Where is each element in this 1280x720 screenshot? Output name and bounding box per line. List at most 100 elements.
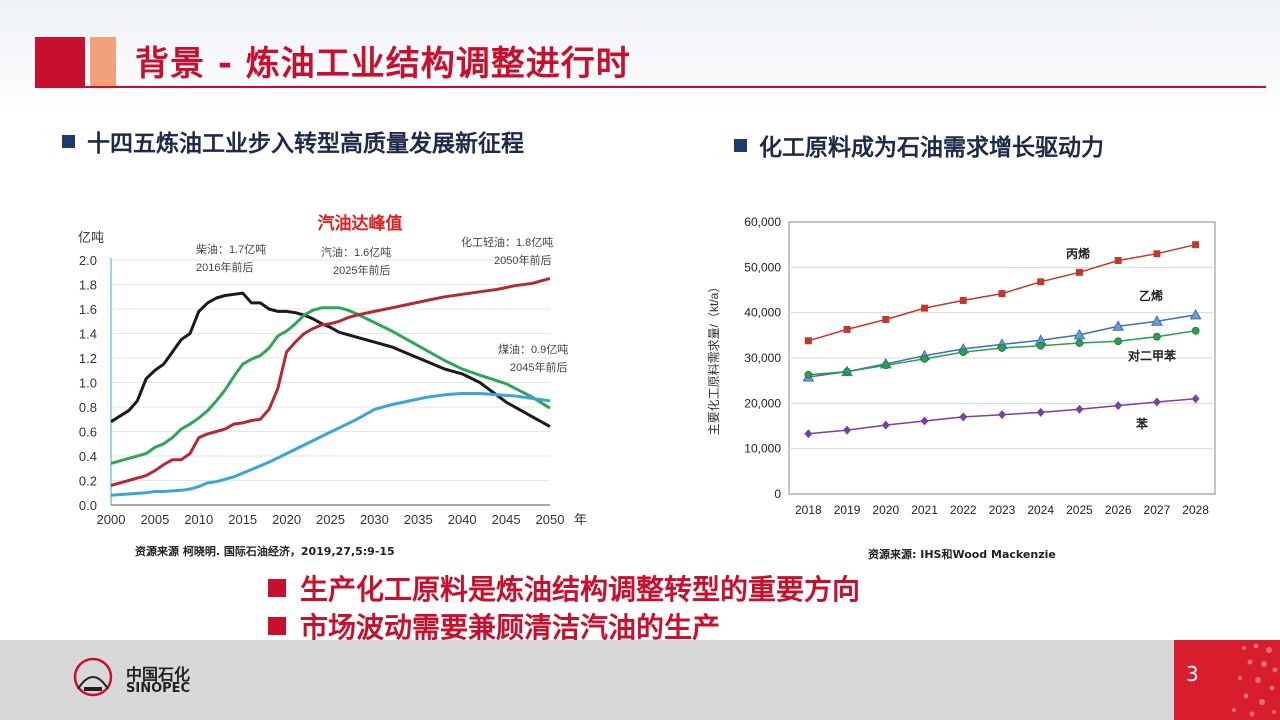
square-bullet-icon	[62, 135, 75, 148]
red-square-bullet-icon	[268, 617, 286, 635]
data-point-diamond	[881, 420, 890, 430]
data-point-circle	[1036, 341, 1045, 350]
data-point-circle	[843, 367, 851, 376]
data-point-diamond	[998, 410, 1006, 420]
y-tick-label: 1.0	[79, 376, 97, 391]
series-label-propylene: 丙烯	[1066, 246, 1090, 261]
gasoline-annotation-line1: 汽油：1.6亿吨	[321, 245, 391, 259]
sinopec-logo-icon	[73, 657, 113, 697]
y-axis-label: 主要化工原料需求量/（kt/a）	[707, 281, 721, 436]
logo-chinese-name: 中国石化	[126, 665, 191, 684]
x-axis-unit-label: 年	[574, 512, 587, 527]
data-point-circle	[1191, 326, 1200, 335]
data-point-circle	[920, 355, 929, 363]
y-tick-label: 0.4	[79, 449, 97, 464]
diesel-annotation-line1: 柴油：1.7亿吨	[196, 242, 266, 256]
slide-title: 背景 - 炼油工业结构调整进行时	[135, 44, 631, 84]
x-tick-label: 2026	[1105, 503, 1132, 517]
series-label-benzene: 苯	[1135, 416, 1149, 431]
series-line-0	[110, 291, 551, 428]
right-chart-source: 资源来源: IHS和Wood Mackenzie	[868, 548, 1056, 561]
x-tick-label: 2020	[272, 512, 301, 527]
data-point-circle	[881, 361, 890, 370]
kerosene-annotation-line1: 煤油：0.9亿吨	[498, 342, 568, 356]
y-tick-label: 0.8	[79, 400, 97, 415]
title-accent-red-block	[35, 37, 85, 87]
oil-products-forecast-chart: 汽油达峰值 亿吨 0.0 0.2 0.4 0.6 0.8 1.0 1.2 1.4 1.6 1.8 2…	[78, 213, 587, 527]
data-point-square	[1192, 241, 1200, 249]
x-tick-label: 2021	[911, 503, 938, 517]
data-point-square	[998, 290, 1006, 298]
data-point-square	[1114, 257, 1122, 265]
bullet-1-text: 生产化工原料是炼油结构调整转型的重要方向	[300, 573, 861, 606]
left-section-heading: 十四五炼油工业步入转型高质量发展新征程	[62, 124, 524, 158]
bullet-2: 市场波动需要兼顾清洁汽油的生产	[268, 606, 720, 646]
data-point-diamond	[1075, 404, 1084, 414]
data-point-diamond	[959, 412, 968, 422]
y-tick-label: 30,000	[744, 351, 781, 365]
x-tick-label: 2035	[404, 512, 433, 527]
title-underline	[35, 86, 1266, 88]
data-point-diamond	[1114, 401, 1123, 411]
y-tick-label: 0	[774, 487, 781, 501]
data-point-circle	[1153, 332, 1161, 341]
y-tick-label: 50,000	[744, 260, 781, 274]
square-bullet-icon	[734, 139, 747, 152]
data-point-diamond	[804, 429, 813, 439]
y-tick-label: 0.0	[79, 498, 97, 513]
x-tick-label: 2023	[989, 503, 1016, 517]
x-tick-label: 2005	[140, 512, 169, 527]
series-label-paraxylene: 对二甲苯	[1128, 348, 1177, 363]
data-point-square	[843, 325, 851, 333]
data-point-diamond	[920, 416, 929, 426]
x-tick-label: 2000	[97, 512, 126, 527]
data-point-circle	[1114, 337, 1123, 346]
x-tick-label: 2020	[872, 503, 899, 517]
bullet-1: 生产化工原料是炼油结构调整转型的重要方向	[268, 568, 860, 608]
data-point-triangle	[1189, 308, 1202, 320]
x-tick-label: 2010	[184, 512, 213, 527]
x-tick-label: 2019	[834, 503, 861, 517]
y-tick-label: 0.6	[79, 425, 97, 440]
data-point-square	[1153, 250, 1161, 258]
footer-page-box	[1174, 640, 1280, 720]
x-tick-label: 2027	[1144, 503, 1171, 517]
x-tick-label: 2028	[1182, 503, 1209, 517]
chart-gridlines	[789, 266, 1215, 450]
data-point-diamond	[1036, 407, 1045, 417]
y-tick-label: 1.6	[79, 302, 97, 317]
page-number: 3	[1186, 662, 1199, 686]
y-tick-label: 1.4	[79, 327, 97, 342]
y-tick-label: 60,000	[744, 215, 781, 229]
data-point-circle	[959, 348, 968, 357]
series-line-1	[110, 306, 551, 465]
data-point-triangle	[1112, 320, 1125, 331]
y-tick-labels: 0.0 0.2 0.4 0.6 0.8 1.0 1.2 1.4 1.6 1.8 2.0	[79, 253, 97, 513]
data-point-square	[1075, 268, 1083, 276]
x-tick-label: 2025	[1066, 503, 1093, 517]
left-section-title: 十四五炼油工业步入转型高质量发展新征程	[87, 131, 524, 157]
kerosene-annotation-line2: 2045年前后	[510, 360, 567, 374]
chart-title: 汽油达峰值	[318, 213, 403, 233]
data-point-diamond	[1152, 397, 1161, 407]
series-line-3	[110, 392, 551, 497]
x-tick-label: 2030	[360, 512, 389, 527]
y-tick-label: 40,000	[744, 306, 781, 320]
y-tick-label: 2.0	[79, 253, 97, 268]
y-tick-label: 20,000	[744, 396, 781, 410]
title-accent-orange-block	[90, 37, 116, 87]
logo-english-name: SINOPEC	[126, 681, 191, 696]
bullet-2-text: 市场波动需要兼顾清洁汽油的生产	[300, 611, 721, 644]
dot-pattern-decoration	[1232, 643, 1278, 717]
diesel-annotation-line2: 2016年前后	[196, 260, 253, 274]
page-background	[0, 0, 1280, 640]
data-point-triangle	[1151, 315, 1163, 326]
x-tick-label: 2018	[795, 503, 822, 517]
y-tick-labels: 0 10,000 20,000 30,000 40,000 50,000 60,000	[744, 215, 781, 501]
x-tick-label: 2025	[316, 512, 345, 527]
y-axis-unit-label: 亿吨	[78, 230, 104, 245]
right-section-title: 化工原料成为石油需求增长驱动力	[759, 135, 1104, 161]
x-tick-label: 2022	[950, 503, 977, 517]
x-tick-label: 2045	[492, 512, 521, 527]
x-tick-label: 2015	[228, 512, 257, 527]
